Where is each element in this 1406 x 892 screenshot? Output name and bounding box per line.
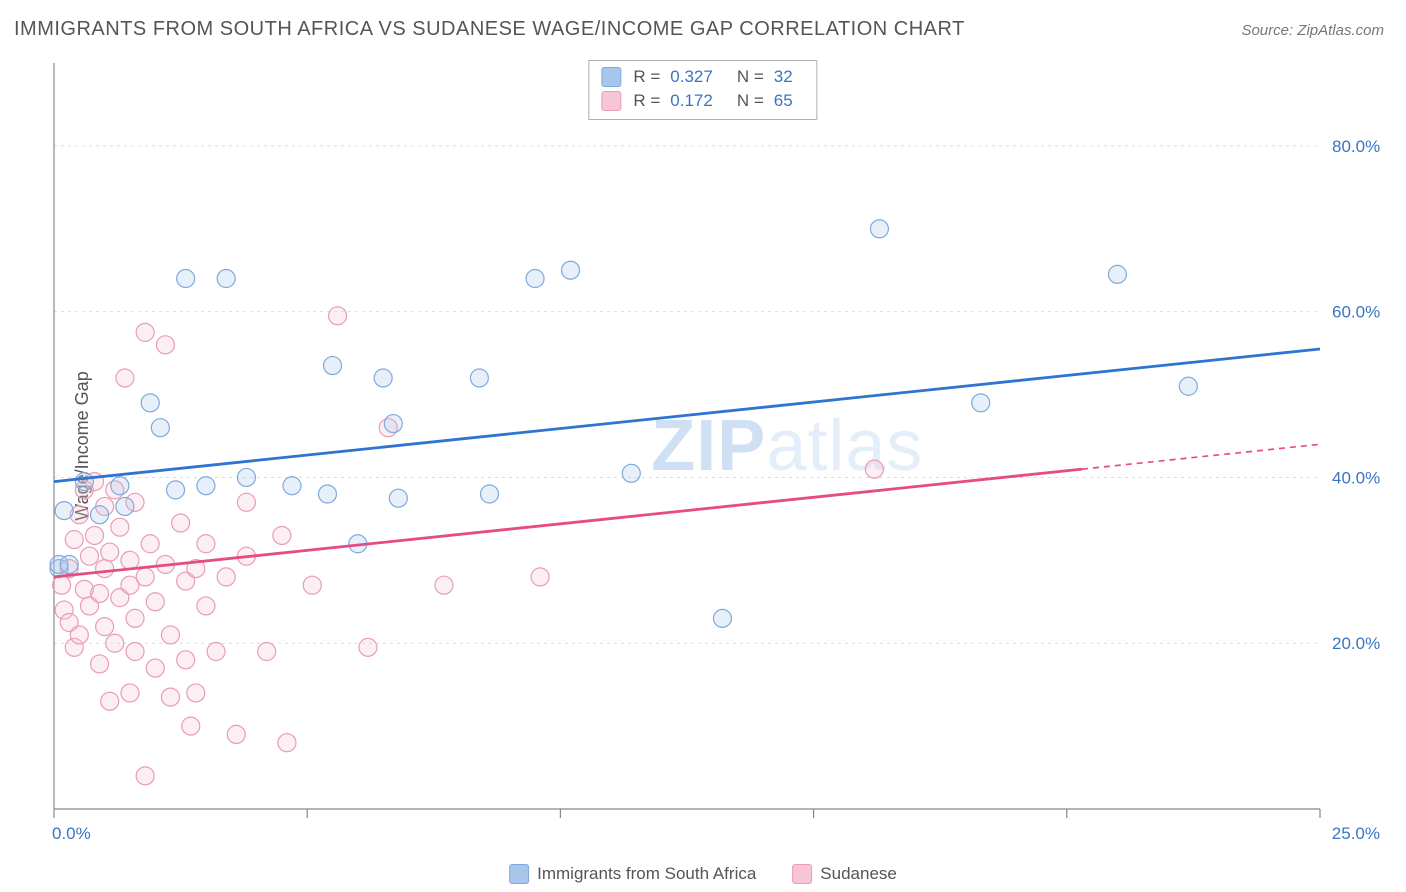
swatch-sa [601, 67, 621, 87]
chart-title: IMMIGRANTS FROM SOUTH AFRICA VS SUDANESE… [14, 18, 965, 41]
swatch-sudanese [601, 91, 621, 111]
legend-label-sa: Immigrants from South Africa [537, 864, 756, 884]
legend-item-sa: Immigrants from South Africa [509, 864, 756, 884]
legend-label-sudanese: Sudanese [820, 864, 897, 884]
chart-area: 20.0% 40.0% 60.0% 80.0% 0.0% 25.0% [50, 55, 1390, 845]
n-label: N = [737, 89, 764, 113]
n-value-sudanese: 65 [774, 89, 793, 113]
r-value-sa: 0.327 [670, 65, 713, 89]
series-legend: Immigrants from South Africa Sudanese [509, 864, 897, 884]
scatter-plot-svg: 20.0% 40.0% 60.0% 80.0% 0.0% 25.0% [50, 55, 1390, 845]
svg-text:20.0%: 20.0% [1332, 634, 1380, 653]
n-value-sa: 32 [774, 65, 793, 89]
legend-row-sa: R = 0.327 N = 32 [601, 65, 804, 89]
source-label: Source: ZipAtlas.com [1241, 22, 1384, 39]
r-label: R = [633, 89, 660, 113]
svg-text:40.0%: 40.0% [1332, 468, 1380, 487]
svg-text:60.0%: 60.0% [1332, 303, 1380, 322]
correlation-legend: R = 0.327 N = 32 R = 0.172 N = 65 [588, 60, 817, 120]
svg-text:0.0%: 0.0% [52, 824, 91, 843]
swatch-sa [509, 864, 529, 884]
legend-item-sudanese: Sudanese [792, 864, 897, 884]
svg-text:80.0%: 80.0% [1332, 137, 1380, 156]
legend-row-sudanese: R = 0.172 N = 65 [601, 89, 804, 113]
n-label: N = [737, 65, 764, 89]
swatch-sudanese [792, 864, 812, 884]
svg-text:25.0%: 25.0% [1332, 824, 1380, 843]
r-value-sudanese: 0.172 [670, 89, 713, 113]
r-label: R = [633, 65, 660, 89]
